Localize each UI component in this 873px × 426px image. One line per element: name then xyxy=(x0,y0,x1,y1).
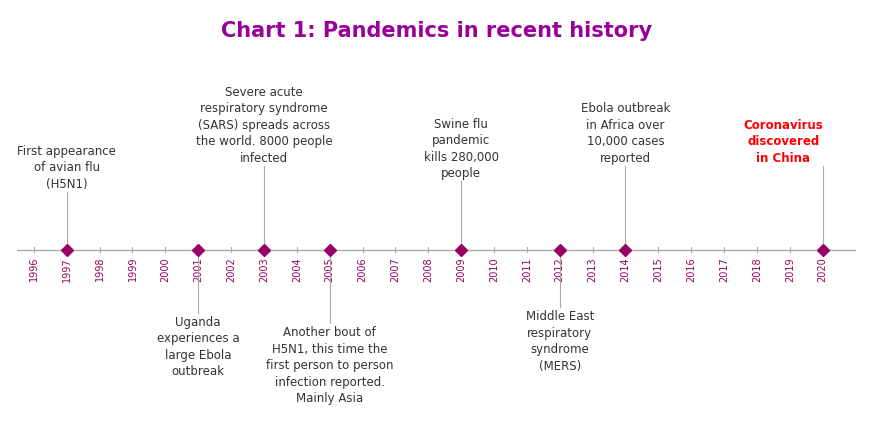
Text: 2014: 2014 xyxy=(621,256,630,281)
Text: 2012: 2012 xyxy=(554,256,565,281)
Text: 1997: 1997 xyxy=(62,256,72,281)
Text: Severe acute
respiratory syndrome
(SARS) spreads across
the world. 8000 people
i: Severe acute respiratory syndrome (SARS)… xyxy=(196,85,333,164)
Text: Middle East
respiratory
syndrome
(MERS): Middle East respiratory syndrome (MERS) xyxy=(526,310,594,372)
Text: 1998: 1998 xyxy=(94,256,105,281)
Text: 2013: 2013 xyxy=(588,256,598,281)
Text: 2019: 2019 xyxy=(785,256,794,281)
Text: Ebola outbreak
in Africa over
10,000 cases
reported: Ebola outbreak in Africa over 10,000 cas… xyxy=(581,102,670,164)
Text: 2015: 2015 xyxy=(653,256,663,281)
Text: 2005: 2005 xyxy=(325,256,334,281)
Text: Another bout of
H5N1, this time the
first person to person
infection reported.
M: Another bout of H5N1, this time the firs… xyxy=(266,325,394,404)
Text: First appearance
of avian flu
(H5N1): First appearance of avian flu (H5N1) xyxy=(17,144,116,190)
Text: Uganda
experiences a
large Ebola
outbreak: Uganda experiences a large Ebola outbrea… xyxy=(157,315,239,377)
Text: 2016: 2016 xyxy=(686,256,696,281)
Text: 2011: 2011 xyxy=(522,256,532,281)
Text: 2009: 2009 xyxy=(457,256,466,281)
Text: 1999: 1999 xyxy=(127,256,137,281)
Text: 2006: 2006 xyxy=(358,256,368,281)
Text: 2007: 2007 xyxy=(390,256,401,281)
Text: 2020: 2020 xyxy=(818,256,828,281)
Text: 2008: 2008 xyxy=(423,256,433,281)
Text: 2002: 2002 xyxy=(226,256,236,281)
Text: Chart 1: Pandemics in recent history: Chart 1: Pandemics in recent history xyxy=(221,21,652,41)
Text: 2004: 2004 xyxy=(292,256,302,281)
Text: 2001: 2001 xyxy=(193,256,203,281)
Text: 2003: 2003 xyxy=(259,256,269,281)
Text: 2010: 2010 xyxy=(489,256,499,281)
Text: 2018: 2018 xyxy=(752,256,762,281)
Text: Coronavirus
discovered
in China: Coronavirus discovered in China xyxy=(744,118,823,164)
Text: 1996: 1996 xyxy=(29,256,39,281)
Text: Swine flu
pandemic
kills 280,000
people: Swine flu pandemic kills 280,000 people xyxy=(423,118,498,180)
Text: 2000: 2000 xyxy=(161,256,170,281)
Text: 2017: 2017 xyxy=(719,256,729,281)
